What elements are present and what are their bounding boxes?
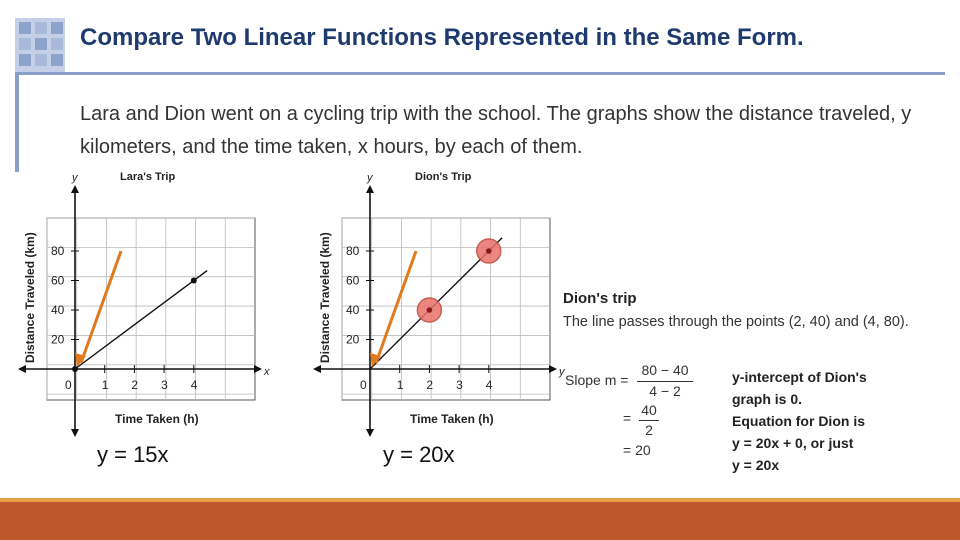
frac1-bar (637, 381, 693, 382)
x-tick-label: 1 (102, 378, 109, 392)
x-tick-label: 2 (131, 378, 138, 392)
origin-label: 0 (360, 378, 367, 392)
y-tick-label: 40 (51, 303, 65, 317)
frac1-denominator: 4 − 2 (649, 383, 681, 399)
x-tick-label: 3 (161, 378, 168, 392)
orange-arrow (79, 250, 123, 364)
left-accent-line (15, 72, 19, 172)
x-tick-label: 1 (397, 378, 404, 392)
intro-paragraph: Lara and Dion went on a cycling trip wit… (80, 103, 912, 158)
x-tick-label: 4 (486, 378, 493, 392)
slope-label: Slope m = (565, 372, 629, 388)
y-tick-label: 20 (51, 333, 65, 347)
orange-arrowhead (75, 353, 86, 367)
note-line-5: y = 20x (732, 457, 780, 473)
frac2-bar (639, 420, 659, 421)
slope-calculation: Slope m = 80 − 40 4 − 2 = 40 2 = 20 (565, 362, 725, 462)
x-axis-label: Time Taken (h) (410, 412, 494, 426)
origin-label: 0 (65, 378, 72, 392)
footer-band (0, 498, 960, 540)
chart-title: Dion's Trip (415, 171, 472, 183)
chart-svg: y y Dion's Trip 1 2 3 4 20 40 60 80 0 Time Taken (h)… (313, 171, 566, 437)
data-point (486, 248, 492, 254)
x-axis-arrow-right (549, 365, 557, 373)
lara-equation: y = 15x (97, 442, 169, 467)
note-line-4: y = 20x + 0, or just (732, 435, 854, 451)
x-axis-arrow-left (313, 365, 321, 373)
note-line-3: Equation for Dion is (732, 413, 865, 429)
y-tick-label: 20 (346, 333, 360, 347)
chart-title: Lara's Trip (120, 171, 175, 183)
orange-arrowhead (370, 353, 381, 367)
y-axis-arrow-up (366, 185, 374, 193)
x-axis-name: y (558, 366, 566, 378)
dion-trip-text: The line passes through the points (2, 4… (563, 314, 909, 330)
x-axis-label: Time Taken (h) (115, 412, 199, 426)
dion-trip-heading: Dion's trip (563, 290, 637, 307)
footer-accent (0, 498, 960, 502)
dion-notes: y-intercept of Dion's graph is 0. Equati… (732, 366, 932, 476)
plot-frame (341, 217, 551, 401)
y-tick-label: 60 (51, 274, 65, 288)
dion-chart: y y Dion's Trip 1 2 3 4 20 40 60 80 0 Time Taken (h)… (310, 165, 595, 440)
y-tick-label: 80 (51, 244, 65, 258)
x-axis-arrow-left (18, 365, 26, 373)
title-underline (15, 72, 945, 75)
data-point (190, 277, 197, 284)
frac1-numerator: 80 − 40 (641, 362, 689, 378)
dion-equation: y = 20x (383, 442, 455, 467)
note-line-2: graph is 0. (732, 391, 803, 407)
series-line (74, 269, 208, 370)
eq-sign-2: = (623, 410, 632, 426)
y-tick-label: 80 (346, 244, 360, 258)
y-axis-name: y (366, 172, 374, 184)
x-tick-label: 4 (191, 378, 198, 392)
x-tick-label: 3 (456, 378, 463, 392)
y-tick-label: 60 (346, 274, 360, 288)
slope-result: = 20 (623, 442, 651, 458)
x-tick-label: 2 (426, 378, 433, 392)
y-axis-arrow-up (71, 185, 79, 193)
y-axis-label: Distance Traveled (km) (23, 232, 37, 363)
page-title: Compare Two Linear Functions Represented… (80, 24, 804, 51)
orange-arrow (374, 250, 418, 364)
frac2-denominator: 2 (645, 422, 653, 438)
lara-chart: y x Lara's Trip 1 2 3 4 20 40 60 80 0 Time Taken (h)… (15, 165, 300, 440)
y-axis-arrow-down (71, 429, 79, 437)
plot-frame (46, 217, 256, 401)
chart-svg: y x Lara's Trip 1 2 3 4 20 40 60 80 0 Time Taken (h)… (18, 171, 270, 437)
data-point (426, 307, 433, 313)
frac2-numerator: 40 (641, 402, 657, 418)
y-tick-label: 40 (346, 303, 360, 317)
x-axis-name: x (263, 366, 270, 378)
x-axis-arrow-right (254, 365, 262, 373)
y-axis-name: y (71, 172, 79, 184)
decorative-squares (15, 18, 65, 73)
y-axis-arrow-down (366, 429, 374, 437)
y-axis-label: Distance Traveled (km) (318, 232, 332, 363)
note-line-1: y-intercept of Dion's (732, 369, 867, 385)
data-point (72, 366, 78, 372)
